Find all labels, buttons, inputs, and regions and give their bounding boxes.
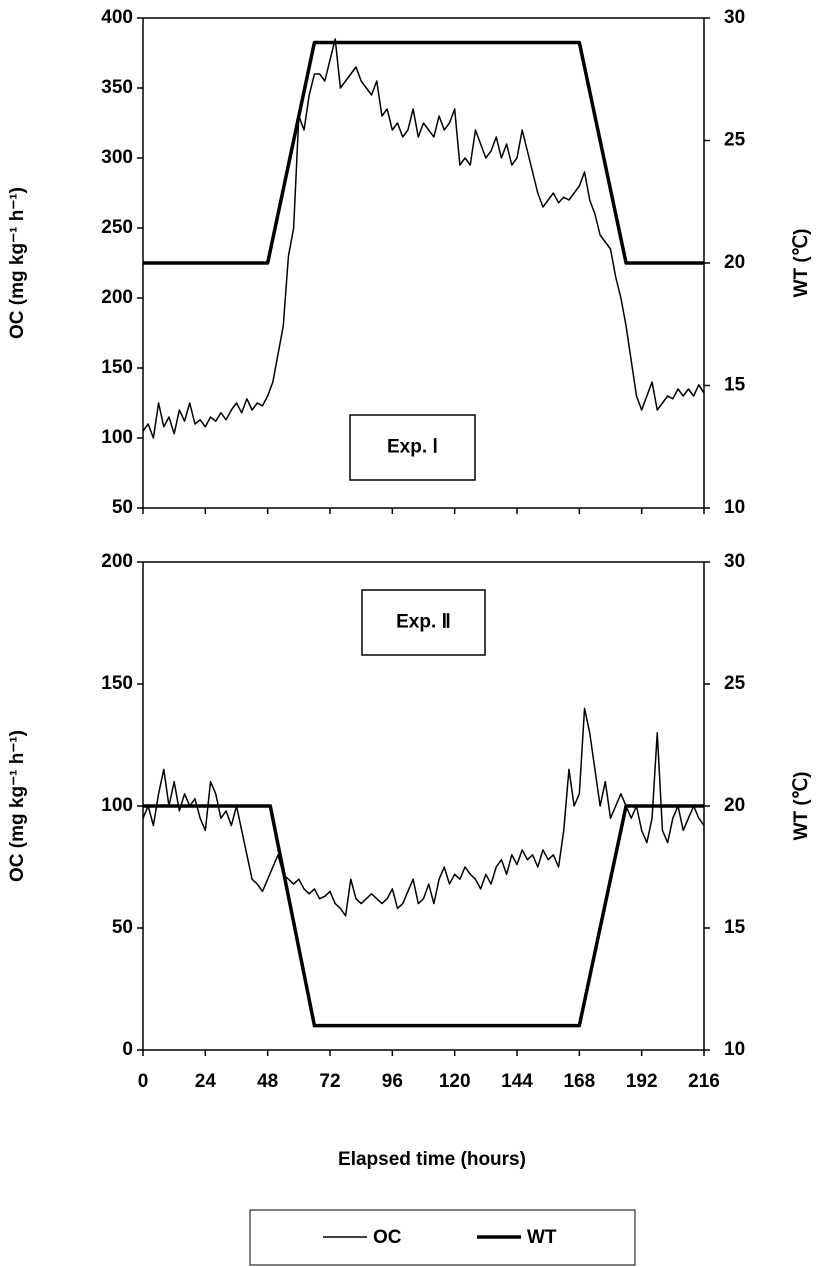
y2-tick-label: 30	[724, 7, 745, 28]
annotation: Exp. Ⅱ	[396, 612, 451, 633]
x-tick-label: 0	[138, 1071, 149, 1092]
y2-axis-label: WT (℃)	[791, 229, 812, 298]
x-tick-label: 216	[688, 1071, 720, 1092]
series-line	[142, 707, 705, 917]
y-tick-label: 150	[101, 357, 133, 378]
y-tick-label: 200	[101, 551, 133, 572]
annotation-box	[361, 589, 486, 656]
y-axis-label: OC (mg kg⁻¹ h⁻¹)	[7, 730, 28, 882]
annotation: Exp. Ⅰ	[387, 437, 438, 458]
legend-box	[249, 1209, 636, 1266]
y2-axis-label: WT (℃)	[791, 772, 812, 841]
x-tick-label: 120	[439, 1071, 471, 1092]
x-axis-label: Elapsed time (hours)	[338, 1149, 526, 1170]
y-tick-label: 400	[101, 7, 133, 28]
y2-tick-label: 15	[724, 375, 746, 396]
series-line	[143, 40, 704, 265]
series-line	[142, 38, 705, 439]
x-tick-label: 144	[501, 1071, 533, 1092]
y-tick-label: 350	[101, 77, 133, 98]
y2-tick-label: 20	[724, 252, 745, 273]
y2-tick-label: 15	[724, 917, 746, 938]
y-tick-label: 300	[101, 147, 133, 168]
y2-tick-label: 25	[724, 673, 746, 694]
y-tick-label: 50	[112, 497, 133, 518]
x-tick-label: 72	[319, 1071, 340, 1092]
y2-tick-label: 30	[724, 551, 745, 572]
x-tick-label: 48	[257, 1071, 278, 1092]
y-tick-label: 0	[122, 1039, 133, 1060]
y2-tick-label: 10	[724, 497, 745, 518]
y2-tick-label: 10	[724, 1039, 745, 1060]
legend-label: OC	[373, 1227, 402, 1248]
series-line	[143, 804, 704, 1028]
x-tick-label: 192	[626, 1071, 658, 1092]
y-axis-label: OC (mg kg⁻¹ h⁻¹)	[7, 187, 28, 339]
x-tick-label: 168	[563, 1071, 595, 1092]
y-tick-label: 200	[101, 287, 133, 308]
x-tick-label: 96	[382, 1071, 403, 1092]
y2-tick-label: 20	[724, 795, 745, 816]
legend-label: WT	[527, 1227, 557, 1248]
x-tick-label: 24	[195, 1071, 217, 1092]
y-tick-label: 250	[101, 217, 133, 238]
y-tick-label: 100	[101, 795, 133, 816]
y-tick-label: 150	[101, 673, 133, 694]
y2-tick-label: 25	[724, 130, 746, 151]
y-tick-label: 100	[101, 427, 133, 448]
y-tick-label: 50	[112, 917, 133, 938]
annotation-box	[349, 414, 476, 481]
